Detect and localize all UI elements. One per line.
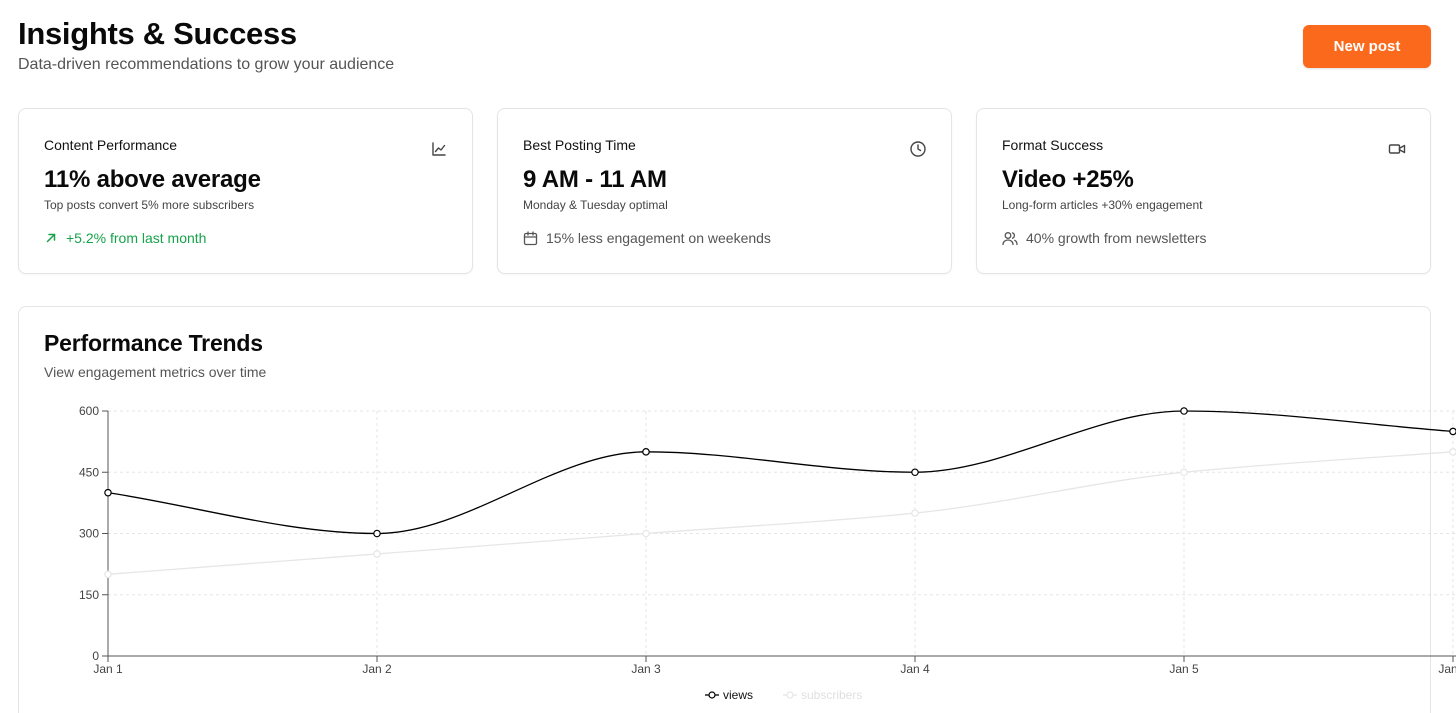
card-subtext: Top posts convert 5% more subscribers [44, 198, 255, 212]
data-point-views [104, 488, 112, 497]
card-title: Content Performance [44, 137, 178, 153]
users-icon [1002, 231, 1018, 245]
card-value: 9 AM - 11 AM [523, 166, 667, 193]
data-point-views [1180, 407, 1188, 415]
best-posting-time-card: Best Posting Time 9 AM - 11 AM Monday & … [497, 108, 952, 274]
clock-icon [910, 141, 926, 157]
data-point-subscribers [373, 550, 381, 558]
x-tick-label: Jan 3 [631, 662, 661, 676]
card-title: Format Success [1002, 137, 1104, 153]
data-point-subscribers [104, 570, 112, 579]
y-tick-label: 150 [79, 588, 99, 602]
x-tick-label: Jan 6 [1438, 662, 1456, 676]
x-tick-label: Jan 1 [93, 662, 123, 676]
performance-trends-card: Performance Trends View engagement metri… [18, 306, 1431, 713]
y-tick-label: 300 [79, 527, 99, 541]
data-point-subscribers [1449, 448, 1456, 456]
card-footer: +5.2% from last month [44, 230, 206, 246]
y-tick-label: 0 [92, 649, 99, 663]
data-point-views [1449, 427, 1456, 436]
content-performance-card: Content Performance 11% above average To… [18, 108, 473, 274]
card-value: Video +25% [1002, 166, 1134, 193]
card-title: Best Posting Time [523, 137, 636, 153]
legend-label-views: views [723, 688, 753, 702]
format-success-card: Format Success Video +25% Long-form arti… [976, 108, 1431, 274]
x-tick-label: Jan 2 [362, 662, 392, 676]
card-footer: 40% growth from newsletters [1002, 230, 1207, 246]
y-tick-label: 600 [79, 404, 99, 418]
chart-subtitle: View engagement metrics over time [44, 364, 267, 380]
calendar-icon [523, 230, 538, 245]
data-point-subscribers [1180, 468, 1188, 477]
card-value: 11% above average [44, 166, 261, 193]
x-tick-label: Jan 5 [1169, 662, 1199, 676]
new-post-button[interactable]: New post [1303, 25, 1431, 68]
page-title: Insights & Success [18, 16, 297, 51]
card-footer: 15% less engagement on weekends [523, 230, 771, 246]
chart-title: Performance Trends [44, 330, 263, 356]
data-point-subscribers [642, 529, 650, 538]
legend-label-subscribers: subscribers [801, 688, 862, 702]
series-line-subscribers [107, 451, 1454, 575]
card-footer-text: 40% growth from newsletters [1026, 230, 1207, 246]
line-chart-icon [432, 142, 446, 156]
y-tick-label: 450 [79, 465, 99, 479]
data-point-views [642, 448, 650, 456]
page-header: Insights & Success Data-driven recommend… [18, 16, 394, 74]
card-subtext: Long-form articles +30% engagement [1002, 198, 1203, 212]
card-footer-text: 15% less engagement on weekends [546, 230, 771, 246]
arrow-up-right-icon [46, 233, 56, 243]
data-point-subscribers [911, 509, 919, 517]
series-line-views [107, 410, 1454, 535]
data-point-views [911, 468, 919, 477]
page-subtitle: Data-driven recommendations to grow your… [18, 56, 395, 73]
card-footer-text: +5.2% from last month [66, 230, 207, 246]
legend-marker-views [708, 691, 716, 699]
x-tick-label: Jan 4 [900, 662, 930, 676]
data-point-views [373, 529, 381, 538]
video-icon [1388, 144, 1406, 154]
legend-marker-subscribers [786, 691, 794, 699]
card-subtext: Monday & Tuesday optimal [523, 198, 668, 212]
